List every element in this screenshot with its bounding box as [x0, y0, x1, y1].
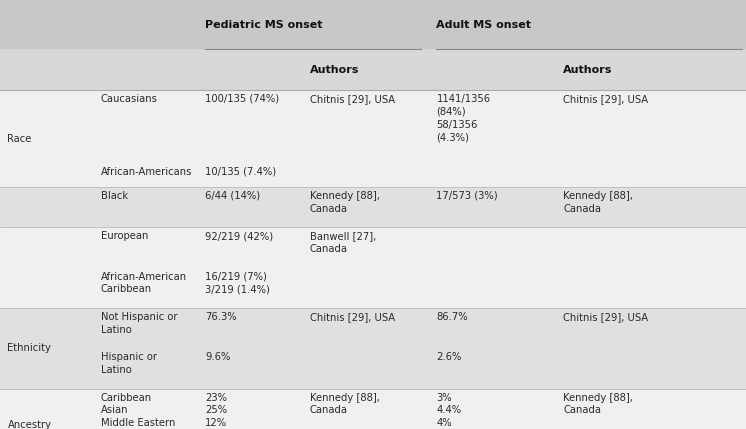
- Text: 76.3%: 76.3%: [205, 312, 236, 322]
- Text: 23%
25%
12%
50%: 23% 25% 12% 50%: [205, 393, 228, 429]
- Text: Kennedy [88],
Canada: Kennedy [88], Canada: [563, 191, 633, 214]
- Text: Hispanic or
Latino: Hispanic or Latino: [101, 352, 157, 375]
- Text: Not Hispanic or
Latino: Not Hispanic or Latino: [101, 312, 178, 335]
- Text: Authors: Authors: [310, 65, 359, 75]
- Text: Kennedy [88],
Canada: Kennedy [88], Canada: [563, 393, 633, 415]
- Text: African-Americans: African-Americans: [101, 167, 192, 177]
- Text: Black: Black: [101, 191, 128, 201]
- Text: 92/219 (42%): 92/219 (42%): [205, 231, 273, 241]
- FancyBboxPatch shape: [0, 90, 746, 187]
- Text: Caucasians: Caucasians: [101, 94, 157, 104]
- Text: Kennedy [88],
Canada: Kennedy [88], Canada: [310, 191, 380, 214]
- Text: African-American
Caribbean: African-American Caribbean: [101, 272, 186, 294]
- Text: Chitnis [29], USA: Chitnis [29], USA: [310, 94, 395, 104]
- Text: 3%
4.4%
4%
91%: 3% 4.4% 4% 91%: [436, 393, 462, 429]
- Text: European: European: [101, 231, 148, 241]
- Text: 1141/1356
(84%)
58/1356
(4.3%): 1141/1356 (84%) 58/1356 (4.3%): [436, 94, 491, 142]
- FancyBboxPatch shape: [0, 187, 746, 227]
- Text: Chitnis [29], USA: Chitnis [29], USA: [310, 312, 395, 322]
- Text: 16/219 (7%)
3/219 (1.4%): 16/219 (7%) 3/219 (1.4%): [205, 272, 270, 294]
- FancyBboxPatch shape: [0, 389, 746, 429]
- FancyBboxPatch shape: [0, 308, 746, 389]
- Text: 100/135 (74%): 100/135 (74%): [205, 94, 279, 104]
- Text: Ancestry: Ancestry: [7, 420, 51, 429]
- Text: Caribbean
Asian
Middle Eastern
European: Caribbean Asian Middle Eastern European: [101, 393, 175, 429]
- Text: Chitnis [29], USA: Chitnis [29], USA: [563, 94, 648, 104]
- Text: 2.6%: 2.6%: [436, 352, 462, 362]
- FancyBboxPatch shape: [0, 227, 746, 308]
- Text: 86.7%: 86.7%: [436, 312, 468, 322]
- Text: 17/573 (3%): 17/573 (3%): [436, 191, 498, 201]
- Text: 10/135 (7.4%): 10/135 (7.4%): [205, 167, 276, 177]
- FancyBboxPatch shape: [0, 0, 746, 49]
- Text: 6/44 (14%): 6/44 (14%): [205, 191, 260, 201]
- Text: 9.6%: 9.6%: [205, 352, 231, 362]
- Text: Ethnicity: Ethnicity: [7, 343, 51, 353]
- FancyBboxPatch shape: [0, 49, 746, 90]
- Text: Chitnis [29], USA: Chitnis [29], USA: [563, 312, 648, 322]
- Text: Authors: Authors: [563, 65, 612, 75]
- Text: Banwell [27],
Canada: Banwell [27], Canada: [310, 231, 376, 254]
- Text: Adult MS onset: Adult MS onset: [436, 20, 531, 30]
- Text: Race: Race: [7, 133, 32, 144]
- Text: Pediatric MS onset: Pediatric MS onset: [205, 20, 323, 30]
- Text: Kennedy [88],
Canada: Kennedy [88], Canada: [310, 393, 380, 415]
